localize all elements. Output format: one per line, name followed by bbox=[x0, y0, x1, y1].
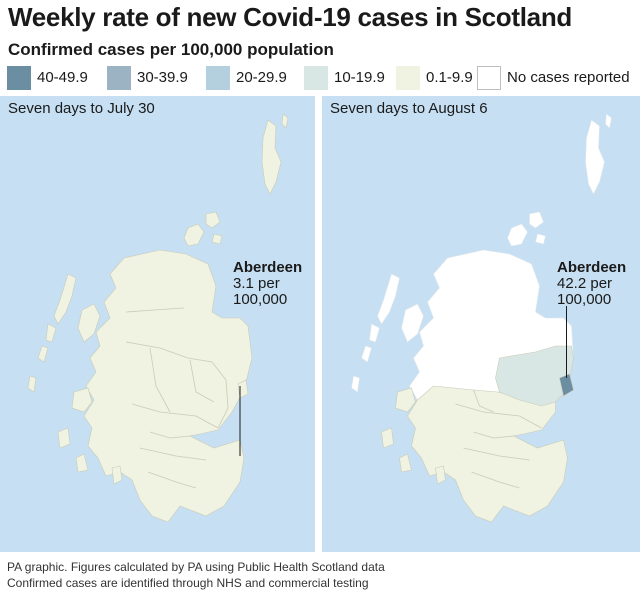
legend: 40-49.9 30-39.9 20-29.9 10-19.9 0.1-9.9 … bbox=[0, 66, 640, 90]
inner-hebrides bbox=[57, 303, 101, 473]
isle-of-arran bbox=[435, 465, 446, 485]
inner-hebrides bbox=[381, 303, 424, 473]
annotation-place: Aberdeen bbox=[233, 259, 303, 276]
western-isles bbox=[27, 273, 77, 393]
annotation-unit: 100,000 bbox=[557, 291, 612, 308]
central-southern-scotland bbox=[407, 385, 568, 523]
page-subtitle: Confirmed cases per 100,000 population bbox=[8, 40, 334, 59]
orkney-islands bbox=[183, 211, 223, 247]
legend-swatch bbox=[396, 66, 420, 90]
legend-swatch bbox=[304, 66, 328, 90]
map-panel-august-6: Seven days to August 6 Aberdeen 42.2 per… bbox=[322, 96, 640, 552]
legend-label: 0.1-9.9 bbox=[426, 69, 473, 86]
annotation-place: Aberdeen bbox=[557, 259, 627, 276]
scotland-map-august-6 bbox=[351, 113, 612, 523]
council-boundaries bbox=[455, 389, 542, 489]
legend-label: No cases reported bbox=[507, 69, 630, 86]
footer-source: PA graphic. Figures calculated by PA usi… bbox=[7, 560, 385, 574]
legend-swatch bbox=[107, 66, 131, 90]
annotation-unit: 100,000 bbox=[233, 291, 288, 308]
western-isles bbox=[351, 273, 400, 393]
annotation-rate: 42.2 per bbox=[557, 275, 613, 292]
legend-swatch bbox=[206, 66, 230, 90]
annotation-rate: 3.1 per bbox=[233, 275, 280, 292]
footer-note: Confirmed cases are identified through N… bbox=[7, 576, 369, 590]
map-panel-july-30: Seven days to July 30 Aberdeen 3.1 per 1… bbox=[0, 96, 315, 552]
orkney-islands bbox=[507, 211, 546, 247]
scotland-mainland bbox=[83, 249, 253, 523]
legend-swatch bbox=[477, 66, 501, 90]
shetland-islands bbox=[261, 113, 289, 195]
page-title: Weekly rate of new Covid-19 cases in Sco… bbox=[8, 2, 572, 32]
scotland-map-july-30 bbox=[27, 113, 289, 523]
council-boundaries bbox=[125, 307, 229, 489]
legend-label: 20-29.9 bbox=[236, 69, 287, 86]
isle-of-arran bbox=[111, 465, 123, 485]
panel-title: Seven days to July 30 bbox=[8, 100, 155, 117]
panel-title: Seven days to August 6 bbox=[330, 100, 488, 117]
legend-label: 10-19.9 bbox=[334, 69, 385, 86]
legend-label: 30-39.9 bbox=[137, 69, 188, 86]
legend-swatch bbox=[7, 66, 31, 90]
aberdeenshire-region bbox=[495, 345, 574, 407]
shetland-islands bbox=[585, 113, 612, 195]
legend-label: 40-49.9 bbox=[37, 69, 88, 86]
